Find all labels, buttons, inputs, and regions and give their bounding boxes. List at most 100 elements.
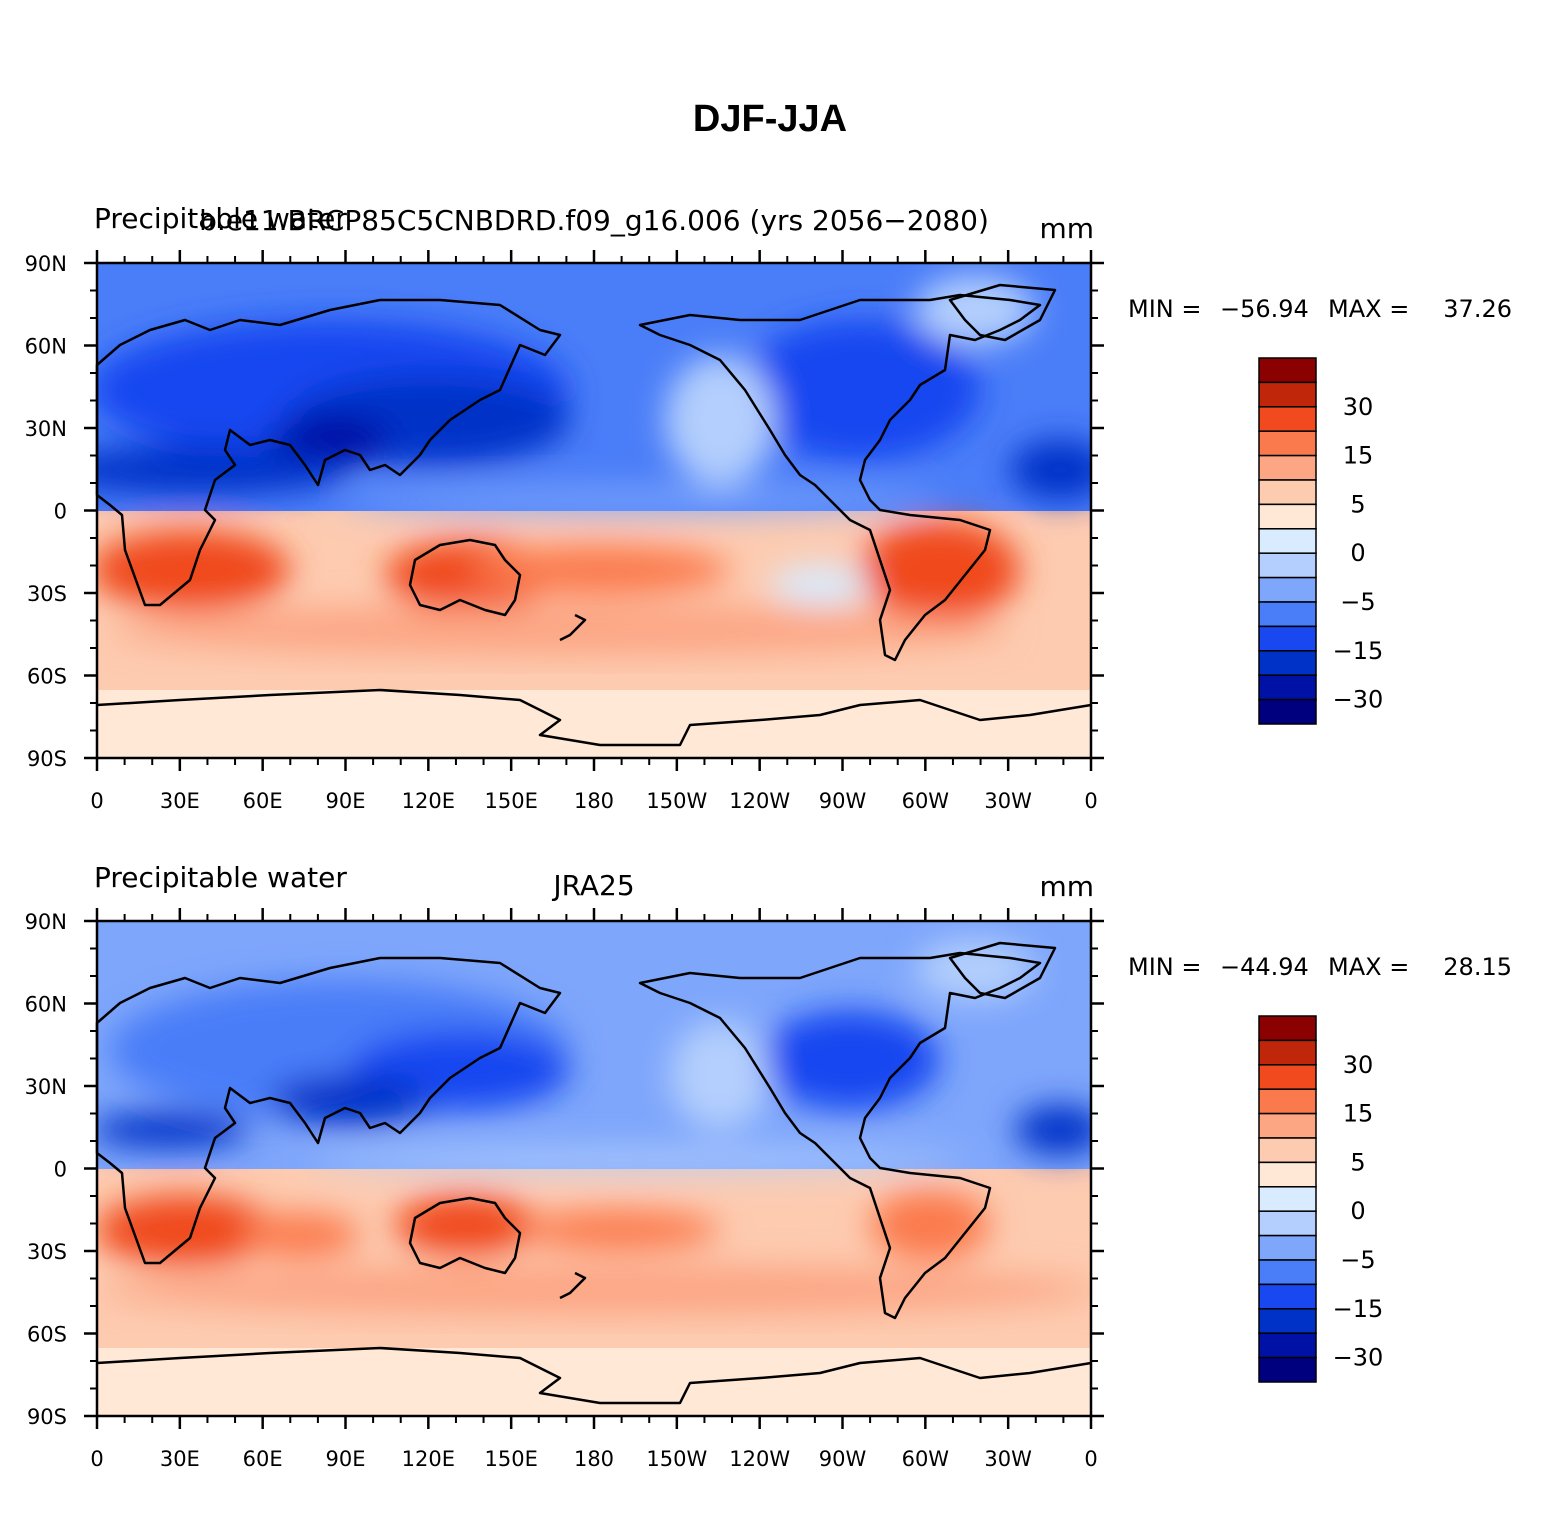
colorbar-swatch [1258, 1283, 1317, 1310]
map-field-bottom [97, 921, 1091, 1416]
panel-bottom-min-label: MIN = [1128, 953, 1201, 981]
colorbar-label: 15 [1343, 442, 1374, 470]
figure-title: DJF-JJA [693, 98, 847, 140]
colorbar-label: 15 [1343, 1100, 1374, 1128]
colorbar-top: 30 15 5 0 −5 −15 −30 [1258, 357, 1384, 725]
x-tick-label: 0 [90, 1447, 103, 1471]
panel-top-center-title: b.e11.BRCP85C5CNBDRD.f09_g16.006 (yrs 20… [199, 204, 989, 237]
x-tick-label: 90W [819, 789, 867, 813]
colorbar-label: 0 [1350, 1197, 1365, 1225]
colorbar-swatch [1258, 381, 1317, 408]
panel-top-max-label: MAX = [1328, 295, 1409, 323]
colorbar-swatch [1258, 601, 1317, 628]
colorbar-swatch [1258, 503, 1317, 530]
colorbar-label: 0 [1350, 539, 1365, 567]
y-tick-label: 60S [27, 1323, 67, 1347]
colorbar-label: 30 [1343, 393, 1374, 421]
panel-bottom-left-title: Precipitable water [94, 861, 347, 894]
x-tick-label: 0 [90, 789, 103, 813]
y-tick-label: 60N [25, 993, 67, 1017]
colorbar-swatch [1258, 552, 1317, 579]
colorbar-label: 30 [1343, 1051, 1374, 1079]
x-tick-label: 60W [902, 1447, 950, 1471]
y-tick-label: 30N [25, 417, 67, 441]
y-tick-label: 60N [25, 335, 67, 359]
colorbar-label: −5 [1340, 588, 1375, 616]
panel-bottom-max-value: 28.15 [1443, 953, 1512, 981]
x-tick-label: 30W [984, 1447, 1032, 1471]
colorbar-label: 5 [1350, 490, 1365, 518]
colorbar-swatch [1258, 406, 1317, 432]
colorbar-swatch [1258, 674, 1317, 701]
colorbar-swatch [1258, 1186, 1317, 1212]
coastlines-bottom [95, 941, 1092, 1405]
x-tick-label: 60E [243, 1447, 283, 1471]
colorbar-label: 5 [1350, 1148, 1365, 1176]
x-tick-label: 60E [243, 789, 283, 813]
colorbar-swatch [1258, 1064, 1317, 1090]
panel-top-min-label: MIN = [1128, 295, 1201, 323]
axes-ticks-top: 0 30E 60E 90E 120E 150E 180 150W 120W 90W 60W 30W 09… [25, 250, 1104, 813]
y-tick-label: 30S [27, 1240, 67, 1264]
colorbar-swatch [1258, 1161, 1317, 1188]
colorbar-swatch [1258, 576, 1317, 603]
y-tick-label: 90N [25, 910, 67, 934]
panel-bottom: 0 30E 60E 90E 120E 150E 180 150W 120W 90W 60W 30W 09… [25, 861, 1512, 1471]
colorbar-swatch [1258, 1112, 1317, 1139]
colorbar-bottom: 30 15 5 0 −5 −15 −30 [1258, 1015, 1384, 1383]
y-tick-label: 0 [54, 500, 67, 524]
panel-top-min-value: −56.94 [1220, 295, 1309, 323]
colorbar-swatch [1258, 1210, 1317, 1237]
x-tick-label: 150W [646, 1447, 707, 1471]
x-tick-label: 90E [326, 1447, 366, 1471]
colorbar-swatch [1258, 454, 1317, 481]
colorbar-label: −5 [1340, 1246, 1375, 1274]
colorbar-swatch [1258, 1259, 1317, 1286]
x-tick-label: 180 [574, 789, 614, 813]
colorbar-label: −30 [1333, 1344, 1384, 1372]
panel-bottom-max-label: MAX = [1328, 953, 1409, 981]
x-tick-label: 120E [402, 789, 455, 813]
x-tick-label: 150E [484, 789, 537, 813]
panel-bottom-units: mm [1039, 870, 1094, 903]
axes-ticks-bottom: 0 30E 60E 90E 120E 150E 180 150W 120W 90W 60W 30W 09… [25, 908, 1104, 1471]
y-tick-label: 30N [25, 1075, 67, 1099]
colorbar-label: −30 [1333, 686, 1384, 714]
colorbar-swatch [1258, 650, 1317, 676]
x-tick-label: 0 [1084, 1447, 1097, 1471]
colorbar-swatch [1258, 625, 1317, 652]
panel-top-left-title: Precipitable water [94, 202, 347, 235]
colorbar-swatch [1258, 479, 1317, 506]
colorbar-swatch [1258, 1015, 1317, 1042]
colorbar-swatch [1258, 1039, 1317, 1066]
y-tick-label: 0 [54, 1158, 67, 1182]
colorbar-swatch [1258, 1308, 1317, 1334]
panel-top-units: mm [1039, 212, 1094, 245]
colorbar-label: −15 [1333, 1295, 1384, 1323]
colorbar-swatch [1258, 1137, 1317, 1164]
y-tick-label: 90S [27, 747, 67, 771]
panel-bottom-center-title: JRA25 [551, 869, 634, 902]
y-tick-label: 90S [27, 1405, 67, 1429]
colorbar-swatch [1258, 1356, 1317, 1383]
x-tick-label: 30W [984, 789, 1032, 813]
colorbar-label: −15 [1333, 637, 1384, 665]
colorbar-swatch [1258, 430, 1317, 457]
x-tick-label: 60W [902, 789, 950, 813]
x-tick-label: 120E [402, 1447, 455, 1471]
x-tick-label: 90W [819, 1447, 867, 1471]
x-tick-label: 120W [729, 789, 790, 813]
x-tick-label: 30E [160, 1447, 200, 1471]
panel-bottom-min-value: −44.94 [1220, 953, 1309, 981]
colorbar-swatch [1258, 1332, 1317, 1359]
y-tick-label: 30S [27, 582, 67, 606]
x-tick-label: 150W [646, 789, 707, 813]
y-tick-label: 90N [25, 252, 67, 276]
y-tick-label: 60S [27, 665, 67, 689]
panel-top: 0 30E 60E 90E 120E 150E 180 150W 120W 90W 60W 30W 09… [25, 202, 1512, 813]
x-tick-label: 120W [729, 1447, 790, 1471]
x-tick-label: 90E [326, 789, 366, 813]
colorbar-swatch [1258, 1088, 1317, 1115]
x-tick-label: 0 [1084, 789, 1097, 813]
